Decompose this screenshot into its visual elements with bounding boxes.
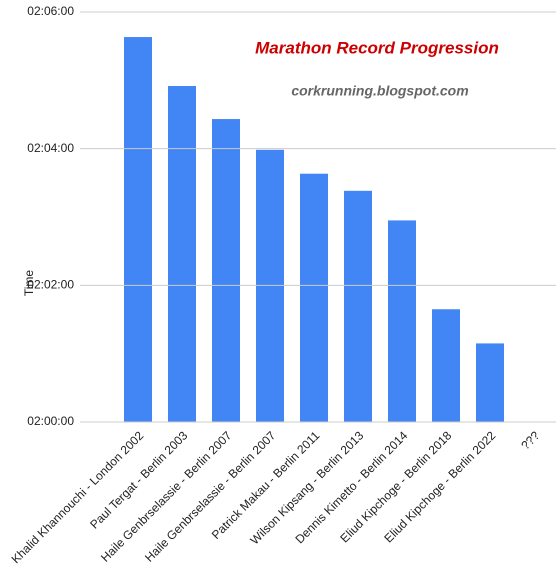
bar	[476, 343, 504, 422]
y-tick-label: 02:00:00	[27, 414, 74, 428]
y-tick-label: 02:02:00	[27, 278, 74, 292]
chart-title: Marathon Record Progression	[255, 38, 499, 57]
bar	[388, 220, 416, 422]
bar	[344, 190, 372, 422]
x-tick-label: ???	[518, 428, 542, 452]
chart-subtitle: corkrunning.blogspot.com	[291, 83, 468, 99]
y-tick-label: 02:04:00	[27, 141, 74, 155]
bar	[432, 309, 460, 422]
y-axis-title: Time	[22, 270, 36, 297]
bar	[212, 119, 240, 423]
bar	[124, 37, 152, 423]
bar	[256, 149, 284, 423]
bar	[300, 173, 328, 422]
y-tick-label: 02:06:00	[27, 4, 74, 18]
bar	[168, 86, 196, 423]
